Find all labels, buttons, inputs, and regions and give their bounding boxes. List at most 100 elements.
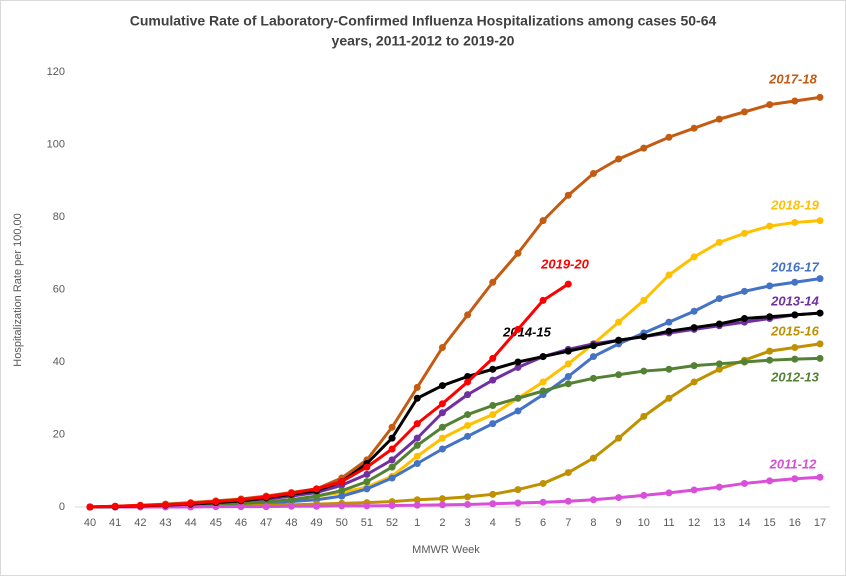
data-point <box>766 347 774 355</box>
data-point <box>438 445 446 453</box>
data-point <box>363 478 371 486</box>
data-point <box>514 486 522 494</box>
series-label: 2011-12 <box>769 456 818 471</box>
series-label: 2015-16 <box>770 323 819 338</box>
data-point <box>589 353 597 361</box>
data-point <box>740 287 748 295</box>
data-point <box>489 278 497 286</box>
data-point <box>212 498 220 506</box>
data-point <box>740 315 748 322</box>
data-point <box>237 496 245 504</box>
data-point <box>464 391 472 399</box>
data-point <box>564 469 572 477</box>
data-point <box>564 280 572 288</box>
data-point <box>489 490 497 498</box>
series-label: 2017-18 <box>768 71 817 86</box>
data-point <box>187 499 195 507</box>
x-tick-label: 49 <box>310 517 322 529</box>
data-point <box>766 282 774 290</box>
x-tick-label: 7 <box>565 517 571 529</box>
data-point <box>363 463 371 471</box>
series-label: 2014-15 <box>502 324 551 339</box>
x-tick-label: 4 <box>490 517 496 529</box>
data-point <box>388 445 396 453</box>
data-point <box>262 493 270 501</box>
x-tick-label: 44 <box>185 517 197 529</box>
data-point <box>665 133 673 141</box>
data-point <box>489 411 497 419</box>
x-tick-label: 15 <box>764 517 776 529</box>
data-point <box>640 333 648 341</box>
data-point <box>464 493 472 501</box>
data-point <box>640 144 648 152</box>
data-point <box>413 460 421 467</box>
data-point <box>438 495 446 503</box>
data-point <box>539 387 547 395</box>
data-point <box>464 311 472 319</box>
data-point <box>715 320 723 328</box>
x-tick-label: 5 <box>515 517 521 529</box>
x-tick-label: 48 <box>285 517 297 529</box>
x-tick-label: 40 <box>84 517 96 529</box>
data-point <box>464 411 472 419</box>
y-axis-label: Hospitalization Rate per 100,00 <box>12 213 24 366</box>
x-tick-label: 51 <box>361 517 373 529</box>
data-point <box>589 496 597 504</box>
data-point <box>740 108 748 116</box>
x-tick-label: 47 <box>260 517 272 529</box>
data-point <box>514 499 522 507</box>
series-line <box>90 475 821 509</box>
data-point <box>338 492 346 500</box>
data-point <box>640 412 648 420</box>
data-point <box>388 474 396 482</box>
data-point <box>489 365 497 373</box>
data-point <box>816 473 824 481</box>
x-tick-label: 14 <box>738 517 750 529</box>
data-point <box>464 500 472 508</box>
x-tick-label: 3 <box>465 517 471 529</box>
data-point <box>740 358 748 366</box>
data-point <box>413 394 421 402</box>
data-point <box>690 124 698 132</box>
data-point <box>640 367 648 375</box>
data-point <box>715 483 723 491</box>
x-tick-label: 52 <box>386 517 398 529</box>
data-point <box>514 407 522 415</box>
series-label: 2013-14 <box>770 293 819 308</box>
x-tick-label: 11 <box>663 517 674 529</box>
data-point <box>438 501 446 509</box>
data-point <box>690 486 698 494</box>
data-point <box>816 93 824 101</box>
x-tick-label: 8 <box>590 517 596 529</box>
x-tick-label: 41 <box>109 517 121 529</box>
x-tick-label: 43 <box>159 517 171 529</box>
data-point <box>615 318 623 326</box>
data-point <box>489 354 497 362</box>
data-point <box>665 489 673 497</box>
data-point <box>640 491 648 499</box>
x-tick-label: 50 <box>336 517 348 529</box>
data-point <box>564 373 572 380</box>
data-point <box>690 378 698 386</box>
data-point <box>791 311 799 319</box>
y-tick-label: 80 <box>53 211 65 223</box>
data-point <box>766 222 774 230</box>
data-point <box>564 347 572 355</box>
data-point <box>539 296 547 304</box>
data-point <box>438 409 446 417</box>
data-point <box>489 500 497 508</box>
data-point <box>715 365 723 373</box>
x-tick-label: 6 <box>540 517 546 529</box>
data-point <box>816 340 824 348</box>
data-point <box>388 434 396 442</box>
data-point <box>615 371 623 379</box>
data-point <box>514 249 522 257</box>
data-point <box>287 496 295 504</box>
data-point <box>539 217 547 225</box>
x-tick-label: 2 <box>439 517 445 529</box>
data-point <box>111 502 119 510</box>
data-point <box>313 485 321 493</box>
data-point <box>816 309 824 317</box>
data-point <box>766 477 774 485</box>
y-tick-label: 60 <box>53 283 65 295</box>
